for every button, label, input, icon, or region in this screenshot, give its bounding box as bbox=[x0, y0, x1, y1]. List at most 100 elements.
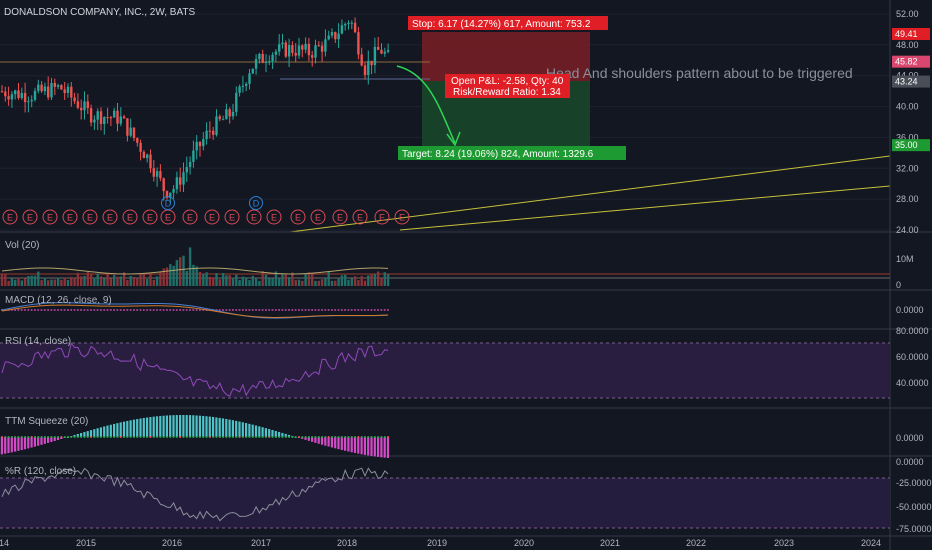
ttm-hist-bar bbox=[370, 437, 373, 456]
earnings-marker[interactable] bbox=[224, 209, 240, 225]
volume-bar bbox=[363, 280, 367, 286]
candle-body bbox=[132, 127, 136, 139]
volume-bar bbox=[182, 255, 185, 286]
volume-bar bbox=[47, 280, 50, 286]
earnings-marker[interactable] bbox=[62, 209, 78, 225]
pane-tick: 80.0000 bbox=[896, 326, 929, 336]
price-tag-box bbox=[892, 139, 930, 152]
volume-bar bbox=[212, 277, 215, 286]
earnings-marker[interactable] bbox=[204, 209, 220, 225]
earnings-marker[interactable] bbox=[374, 209, 390, 225]
price-axis[interactable]: 52.0048.0044.0040.0036.0032.0028.0024.00… bbox=[892, 9, 930, 235]
volume-bar bbox=[0, 274, 4, 286]
ttm-hist-bar bbox=[383, 437, 386, 458]
stop-zone bbox=[422, 32, 590, 81]
candle-body bbox=[30, 99, 33, 102]
volume-bar bbox=[10, 278, 14, 286]
macd-hist-bar bbox=[195, 309, 198, 311]
ttm-hist-bar bbox=[386, 437, 390, 458]
earnings-marker-label: E bbox=[251, 213, 257, 223]
dividend-marker[interactable] bbox=[249, 196, 263, 210]
wr-title: %R (120, close) bbox=[5, 466, 76, 477]
macd-hist-bar bbox=[238, 309, 241, 311]
volume-bar bbox=[231, 277, 235, 286]
macd-hist-bar bbox=[284, 309, 287, 311]
volume-bar bbox=[383, 272, 386, 286]
candle-body bbox=[383, 51, 386, 54]
candle-body bbox=[334, 32, 337, 40]
macd-hist-bar bbox=[311, 309, 313, 311]
ttm-squeeze-dot bbox=[40, 436, 43, 438]
volume-bar bbox=[221, 273, 225, 286]
dividend-marker[interactable] bbox=[161, 196, 175, 210]
ttm-squeeze-dot bbox=[344, 436, 347, 438]
earnings-marker-label: E bbox=[107, 213, 113, 223]
ttm-squeeze-dot bbox=[291, 436, 294, 438]
volume-bar bbox=[139, 273, 142, 286]
macd-hist-bar bbox=[377, 309, 379, 311]
earnings-marker[interactable] bbox=[332, 209, 348, 225]
volume-bar bbox=[159, 271, 162, 286]
volume-bar bbox=[109, 278, 113, 286]
earnings-marker[interactable] bbox=[182, 209, 198, 225]
volume-bar bbox=[205, 272, 208, 286]
earnings-marker[interactable] bbox=[22, 209, 38, 225]
time-tick: 14 bbox=[0, 538, 9, 548]
ttm-squeeze-dot bbox=[7, 436, 10, 438]
earnings-marker[interactable] bbox=[42, 209, 58, 225]
earnings-marker[interactable] bbox=[2, 209, 18, 225]
ttm-squeeze-dot bbox=[106, 436, 109, 438]
ttm-hist-bar bbox=[360, 437, 363, 455]
ttm-squeeze-dot bbox=[357, 436, 360, 438]
macd-hist-bar bbox=[80, 309, 82, 311]
ttm-hist-bar bbox=[205, 416, 208, 437]
ttm-squeeze-dot bbox=[288, 436, 291, 438]
volume-bar bbox=[281, 273, 284, 286]
earnings-marker[interactable] bbox=[102, 209, 118, 225]
ttm-hist-bar bbox=[264, 428, 267, 437]
ttm-hist-bar bbox=[142, 417, 145, 437]
ttm-squeeze-dot bbox=[222, 436, 225, 438]
macd-hist-bar bbox=[172, 309, 175, 311]
candle-body bbox=[169, 192, 172, 198]
ttm-squeeze-dot bbox=[331, 436, 333, 438]
earnings-marker[interactable] bbox=[352, 209, 368, 225]
macd-hist-bar bbox=[129, 309, 132, 311]
ttm-hist-bar bbox=[245, 423, 248, 437]
macd-hist-bar bbox=[116, 309, 119, 311]
candle-body bbox=[96, 111, 99, 120]
volume-bar bbox=[20, 280, 23, 286]
ttm-squeeze-dot bbox=[126, 436, 129, 438]
earnings-marker[interactable] bbox=[122, 209, 138, 225]
macd-signal-line bbox=[1, 304, 389, 318]
earnings-marker[interactable] bbox=[142, 209, 158, 225]
ttm-squeeze-dot bbox=[360, 436, 363, 438]
candle-body bbox=[330, 32, 334, 36]
earnings-marker[interactable] bbox=[394, 209, 410, 225]
ttm-squeeze-dot bbox=[133, 436, 135, 438]
ttm-hist-bar bbox=[380, 437, 383, 458]
macd-hist-bar bbox=[241, 309, 244, 311]
volume-bar bbox=[340, 275, 344, 286]
candle-body bbox=[27, 101, 30, 103]
volume-bar bbox=[248, 280, 251, 286]
earnings-marker[interactable] bbox=[290, 209, 306, 225]
earnings-marker[interactable] bbox=[82, 209, 98, 225]
volume-bar bbox=[307, 272, 311, 286]
wr-pane bbox=[1, 467, 389, 522]
price-tick: 32.00 bbox=[896, 163, 919, 173]
earnings-marker[interactable] bbox=[266, 209, 282, 225]
candle-body bbox=[254, 59, 258, 69]
ttm-squeeze-dot bbox=[20, 436, 23, 438]
earnings-marker[interactable] bbox=[310, 209, 326, 225]
ttm-squeeze-dot bbox=[43, 436, 46, 438]
ttm-hist-bar bbox=[60, 437, 63, 439]
ttm-squeeze-dot bbox=[96, 436, 99, 438]
ttm-squeeze-dot bbox=[185, 436, 188, 438]
candle-body bbox=[159, 171, 162, 179]
ttm-hist-bar bbox=[340, 437, 343, 450]
macd-hist-bar bbox=[20, 309, 23, 311]
time-axis[interactable]: 14 2015 2016 2017 2018 2019 2020 2021 2022 2023 20… bbox=[0, 538, 881, 548]
earnings-marker[interactable] bbox=[246, 209, 262, 225]
